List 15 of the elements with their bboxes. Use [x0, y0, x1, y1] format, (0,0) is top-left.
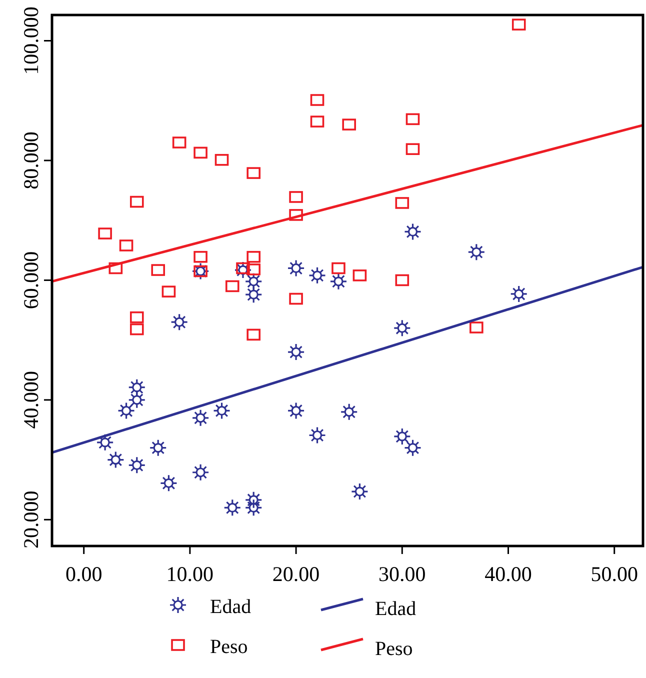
y-tick-label: 100.000 [19, 6, 43, 75]
y-tick-label: 80.000 [19, 132, 43, 190]
x-tick-label: 50.00 [590, 562, 638, 586]
legend-label: Peso [210, 636, 248, 658]
x-tick-label: 20.00 [272, 562, 320, 586]
x-tick-label: 40.00 [484, 562, 532, 586]
legend-label: Peso [375, 638, 413, 660]
x-tick-label: 0.00 [65, 562, 102, 586]
y-tick-label: 20.000 [19, 490, 43, 549]
x-tick-label: 30.00 [378, 562, 426, 586]
legend-label: Edad [375, 598, 416, 620]
y-tick-label: 60.000 [19, 251, 43, 310]
x-tick-label: 10.00 [166, 562, 214, 586]
y-tick-label: 40.000 [19, 371, 43, 429]
legend-label: Edad [210, 596, 252, 618]
